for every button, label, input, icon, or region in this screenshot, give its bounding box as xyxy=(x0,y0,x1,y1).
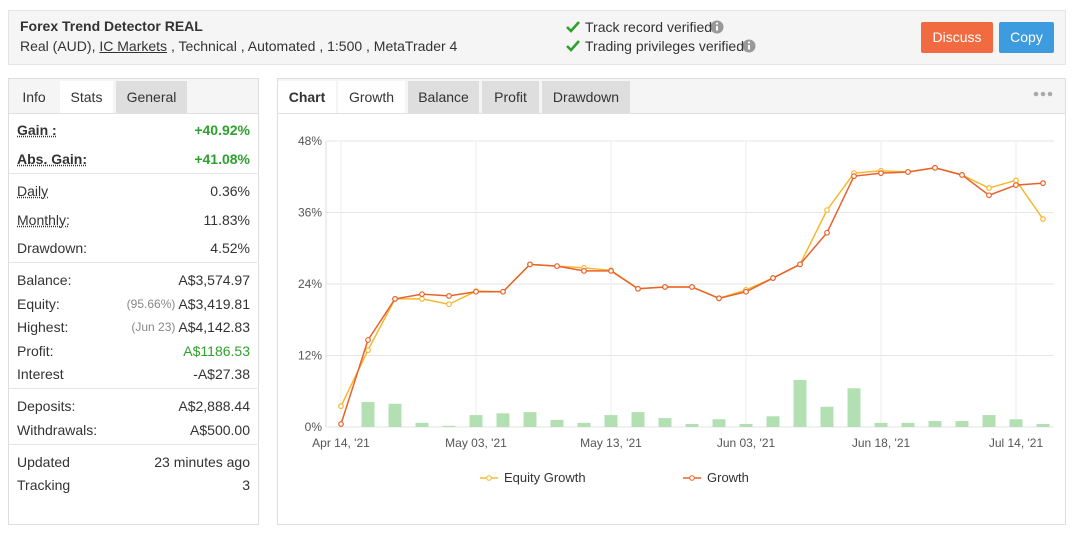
separator xyxy=(9,262,257,263)
header xyxy=(8,10,1066,65)
stat-note: (Jun 23) xyxy=(131,320,176,334)
copy-button[interactable]: Copy xyxy=(999,22,1054,53)
chart-tab[interactable]: Growth xyxy=(338,81,405,113)
stat-label: Interest xyxy=(17,366,64,382)
account-subtitle: Real (AUD), IC Markets , Technical , Aut… xyxy=(20,38,457,54)
stat-label: Drawdown: xyxy=(17,240,88,256)
stat-label: Highest: xyxy=(17,319,69,335)
chart-tab[interactable]: Balance xyxy=(408,81,479,113)
account-type: Real (AUD), xyxy=(20,38,96,54)
separator xyxy=(9,388,257,389)
stat-value: 0.36% xyxy=(210,183,250,199)
stat-value: +41.08% xyxy=(194,151,250,167)
stat-note: (95.66%) xyxy=(126,296,176,311)
verified-text: Trading privileges verified xyxy=(585,38,744,54)
stat-label: Daily xyxy=(17,183,49,199)
separator xyxy=(9,443,257,445)
stats-tab[interactable]: Stats xyxy=(60,81,113,113)
stats-tab[interactable]: Info xyxy=(9,81,59,113)
stat-value: 11.83% xyxy=(203,211,250,228)
stat-label: Monthly: xyxy=(17,211,70,228)
chart-panel xyxy=(277,78,1066,525)
stat-label: Profit: xyxy=(17,342,54,359)
stat-value: A$3,574.97 xyxy=(178,272,250,288)
stat-label: Updated xyxy=(17,453,70,470)
stat-value: A$2,888.44 xyxy=(178,398,250,414)
broker-link[interactable]: IC Markets xyxy=(99,38,168,54)
separator xyxy=(9,173,257,174)
stats-tab[interactable]: General xyxy=(116,81,187,113)
discuss-button[interactable]: Discuss xyxy=(921,22,993,53)
account-title: Forex Trend Detector REAL xyxy=(20,18,203,34)
stat-label: Equity: xyxy=(17,295,60,312)
chart-tab[interactable]: Profit xyxy=(482,81,539,113)
stat-label: Tracking xyxy=(17,477,71,493)
account-details: , Technical , Automated , 1:500 , MetaTr… xyxy=(170,38,458,54)
stat-value: 4.52% xyxy=(210,240,250,256)
stat-label: Withdrawals: xyxy=(17,421,98,438)
stat-value: -A$27.38 xyxy=(193,366,250,382)
stat-value: +40.92% xyxy=(194,122,250,138)
stat-value: A$500.00 xyxy=(190,421,250,438)
chart-tab[interactable]: Drawdown xyxy=(542,81,630,113)
stat-label: Gain : xyxy=(17,122,57,138)
stat-value: A$4,142.83 xyxy=(178,319,250,335)
stat-label: Balance: xyxy=(17,272,72,288)
stat-label: Abs. Gain: xyxy=(17,151,88,167)
stats-panel xyxy=(8,78,259,525)
verified-text: Track record verified xyxy=(585,19,713,35)
stat-value: 23 minutes ago xyxy=(154,453,250,470)
stat-value: A$3,419.81 xyxy=(178,295,250,312)
stat-value: 3 xyxy=(242,477,250,493)
stat-value: A$1186.53 xyxy=(183,342,250,359)
stat-label: Deposits: xyxy=(17,398,76,414)
chart-heading: Chart xyxy=(278,81,336,113)
